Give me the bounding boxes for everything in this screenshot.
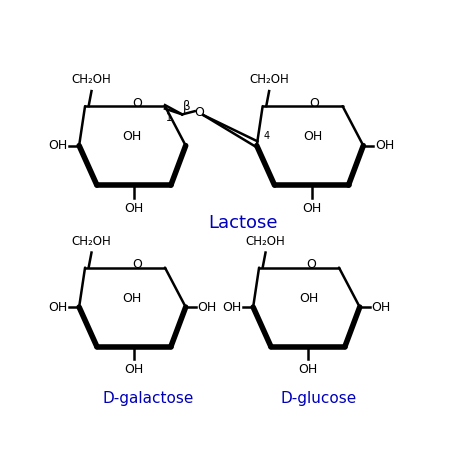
Text: O: O [132, 258, 142, 271]
Text: OH: OH [48, 139, 67, 152]
Text: 4: 4 [264, 131, 270, 141]
Text: O: O [310, 97, 319, 110]
Text: O: O [194, 106, 204, 119]
Text: O: O [306, 258, 316, 271]
Text: β: β [183, 100, 191, 113]
Text: OH: OH [303, 130, 322, 143]
Text: OH: OH [122, 130, 141, 143]
Text: D-glucose: D-glucose [280, 391, 356, 406]
Text: OH: OH [222, 301, 241, 314]
Text: CH₂OH: CH₂OH [246, 235, 285, 248]
Text: Lactose: Lactose [208, 214, 278, 232]
Text: D-galactose: D-galactose [102, 391, 193, 406]
Text: OH: OH [122, 292, 141, 305]
Text: OH: OH [124, 202, 144, 215]
Text: OH: OH [198, 301, 217, 314]
Text: CH₂OH: CH₂OH [72, 235, 111, 248]
Text: OH: OH [48, 301, 67, 314]
Text: OH: OH [298, 363, 318, 377]
Text: 1: 1 [166, 113, 172, 123]
Text: OH: OH [372, 301, 391, 314]
Text: OH: OH [375, 139, 394, 152]
Text: CH₂OH: CH₂OH [249, 74, 289, 86]
Text: OH: OH [300, 292, 319, 305]
Text: OH: OH [302, 202, 321, 215]
Text: CH₂OH: CH₂OH [72, 74, 111, 86]
Text: O: O [132, 97, 142, 110]
Text: OH: OH [124, 363, 144, 377]
